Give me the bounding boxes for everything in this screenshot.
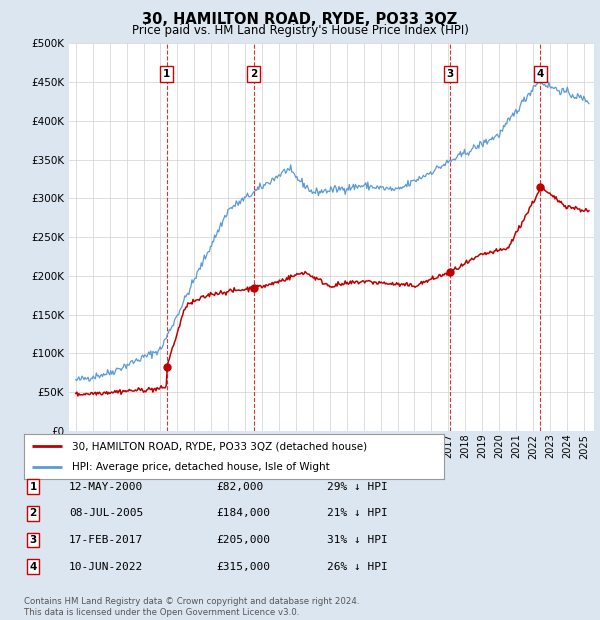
Text: 30, HAMILTON ROAD, RYDE, PO33 3QZ (detached house): 30, HAMILTON ROAD, RYDE, PO33 3QZ (detac… xyxy=(73,441,367,451)
Text: £205,000: £205,000 xyxy=(216,535,270,545)
Text: 2: 2 xyxy=(29,508,37,518)
Text: 30, HAMILTON ROAD, RYDE, PO33 3QZ: 30, HAMILTON ROAD, RYDE, PO33 3QZ xyxy=(142,12,458,27)
Text: 21% ↓ HPI: 21% ↓ HPI xyxy=(327,508,388,518)
Text: 10-JUN-2022: 10-JUN-2022 xyxy=(69,562,143,572)
Text: 26% ↓ HPI: 26% ↓ HPI xyxy=(327,562,388,572)
Text: HPI: Average price, detached house, Isle of Wight: HPI: Average price, detached house, Isle… xyxy=(73,463,330,472)
Text: 4: 4 xyxy=(29,562,37,572)
Text: 4: 4 xyxy=(537,69,544,79)
Text: 1: 1 xyxy=(163,69,170,79)
Text: 3: 3 xyxy=(447,69,454,79)
Text: 17-FEB-2017: 17-FEB-2017 xyxy=(69,535,143,545)
Text: 31% ↓ HPI: 31% ↓ HPI xyxy=(327,535,388,545)
Text: 29% ↓ HPI: 29% ↓ HPI xyxy=(327,482,388,492)
Text: 12-MAY-2000: 12-MAY-2000 xyxy=(69,482,143,492)
Text: £82,000: £82,000 xyxy=(216,482,263,492)
Text: 3: 3 xyxy=(29,535,37,545)
Text: £315,000: £315,000 xyxy=(216,562,270,572)
Text: Contains HM Land Registry data © Crown copyright and database right 2024.
This d: Contains HM Land Registry data © Crown c… xyxy=(24,598,359,617)
Text: Price paid vs. HM Land Registry's House Price Index (HPI): Price paid vs. HM Land Registry's House … xyxy=(131,24,469,37)
Text: 1: 1 xyxy=(29,482,37,492)
Text: 08-JUL-2005: 08-JUL-2005 xyxy=(69,508,143,518)
Text: £184,000: £184,000 xyxy=(216,508,270,518)
Text: 2: 2 xyxy=(250,69,257,79)
